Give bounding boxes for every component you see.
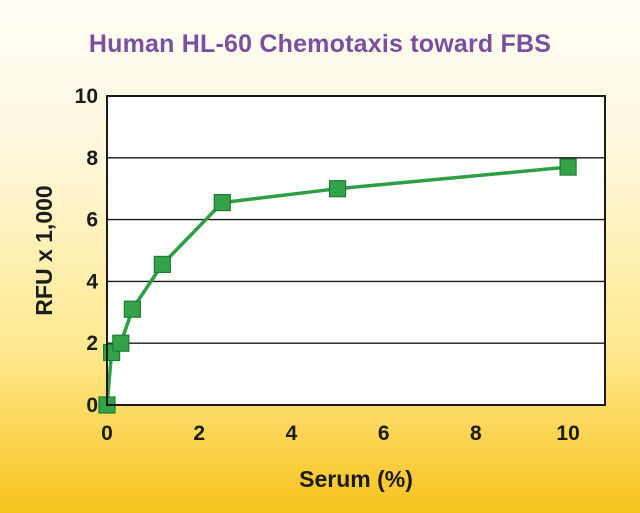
data-point <box>112 334 130 352</box>
y-tick-label: 0 <box>86 394 98 417</box>
x-tick-label: 4 <box>286 422 298 445</box>
series-layer <box>98 158 577 414</box>
y-tick-label: 6 <box>86 209 98 232</box>
x-tick-label: 10 <box>556 422 579 445</box>
data-point <box>213 194 231 212</box>
chart-title: Human HL-60 Chemotaxis toward FBS <box>88 30 552 58</box>
data-point <box>153 255 171 274</box>
plot-border <box>106 95 606 406</box>
plot-area <box>107 96 605 405</box>
x-tick-label: 0 <box>101 422 113 445</box>
x-axis-label: Serum (%) <box>299 466 413 492</box>
x-tick-label: 2 <box>193 422 205 445</box>
y-tick-label: 8 <box>86 147 98 170</box>
data-point <box>559 158 577 176</box>
y-axis-label: RFU x 1,000 <box>31 185 57 315</box>
x-tick-label: 6 <box>378 422 390 445</box>
y-tick-labels: 0 2 4 6 8 10 <box>75 85 99 417</box>
x-tick-label: 8 <box>470 422 482 445</box>
y-tick-label: 2 <box>86 332 98 355</box>
y-tick-label: 10 <box>75 85 98 108</box>
data-point <box>123 300 141 318</box>
grid-lines <box>107 157 605 344</box>
y-tick-label: 4 <box>86 270 98 293</box>
x-tick-labels: 0 2 4 6 8 10 <box>101 422 580 445</box>
data-point <box>328 180 347 198</box>
